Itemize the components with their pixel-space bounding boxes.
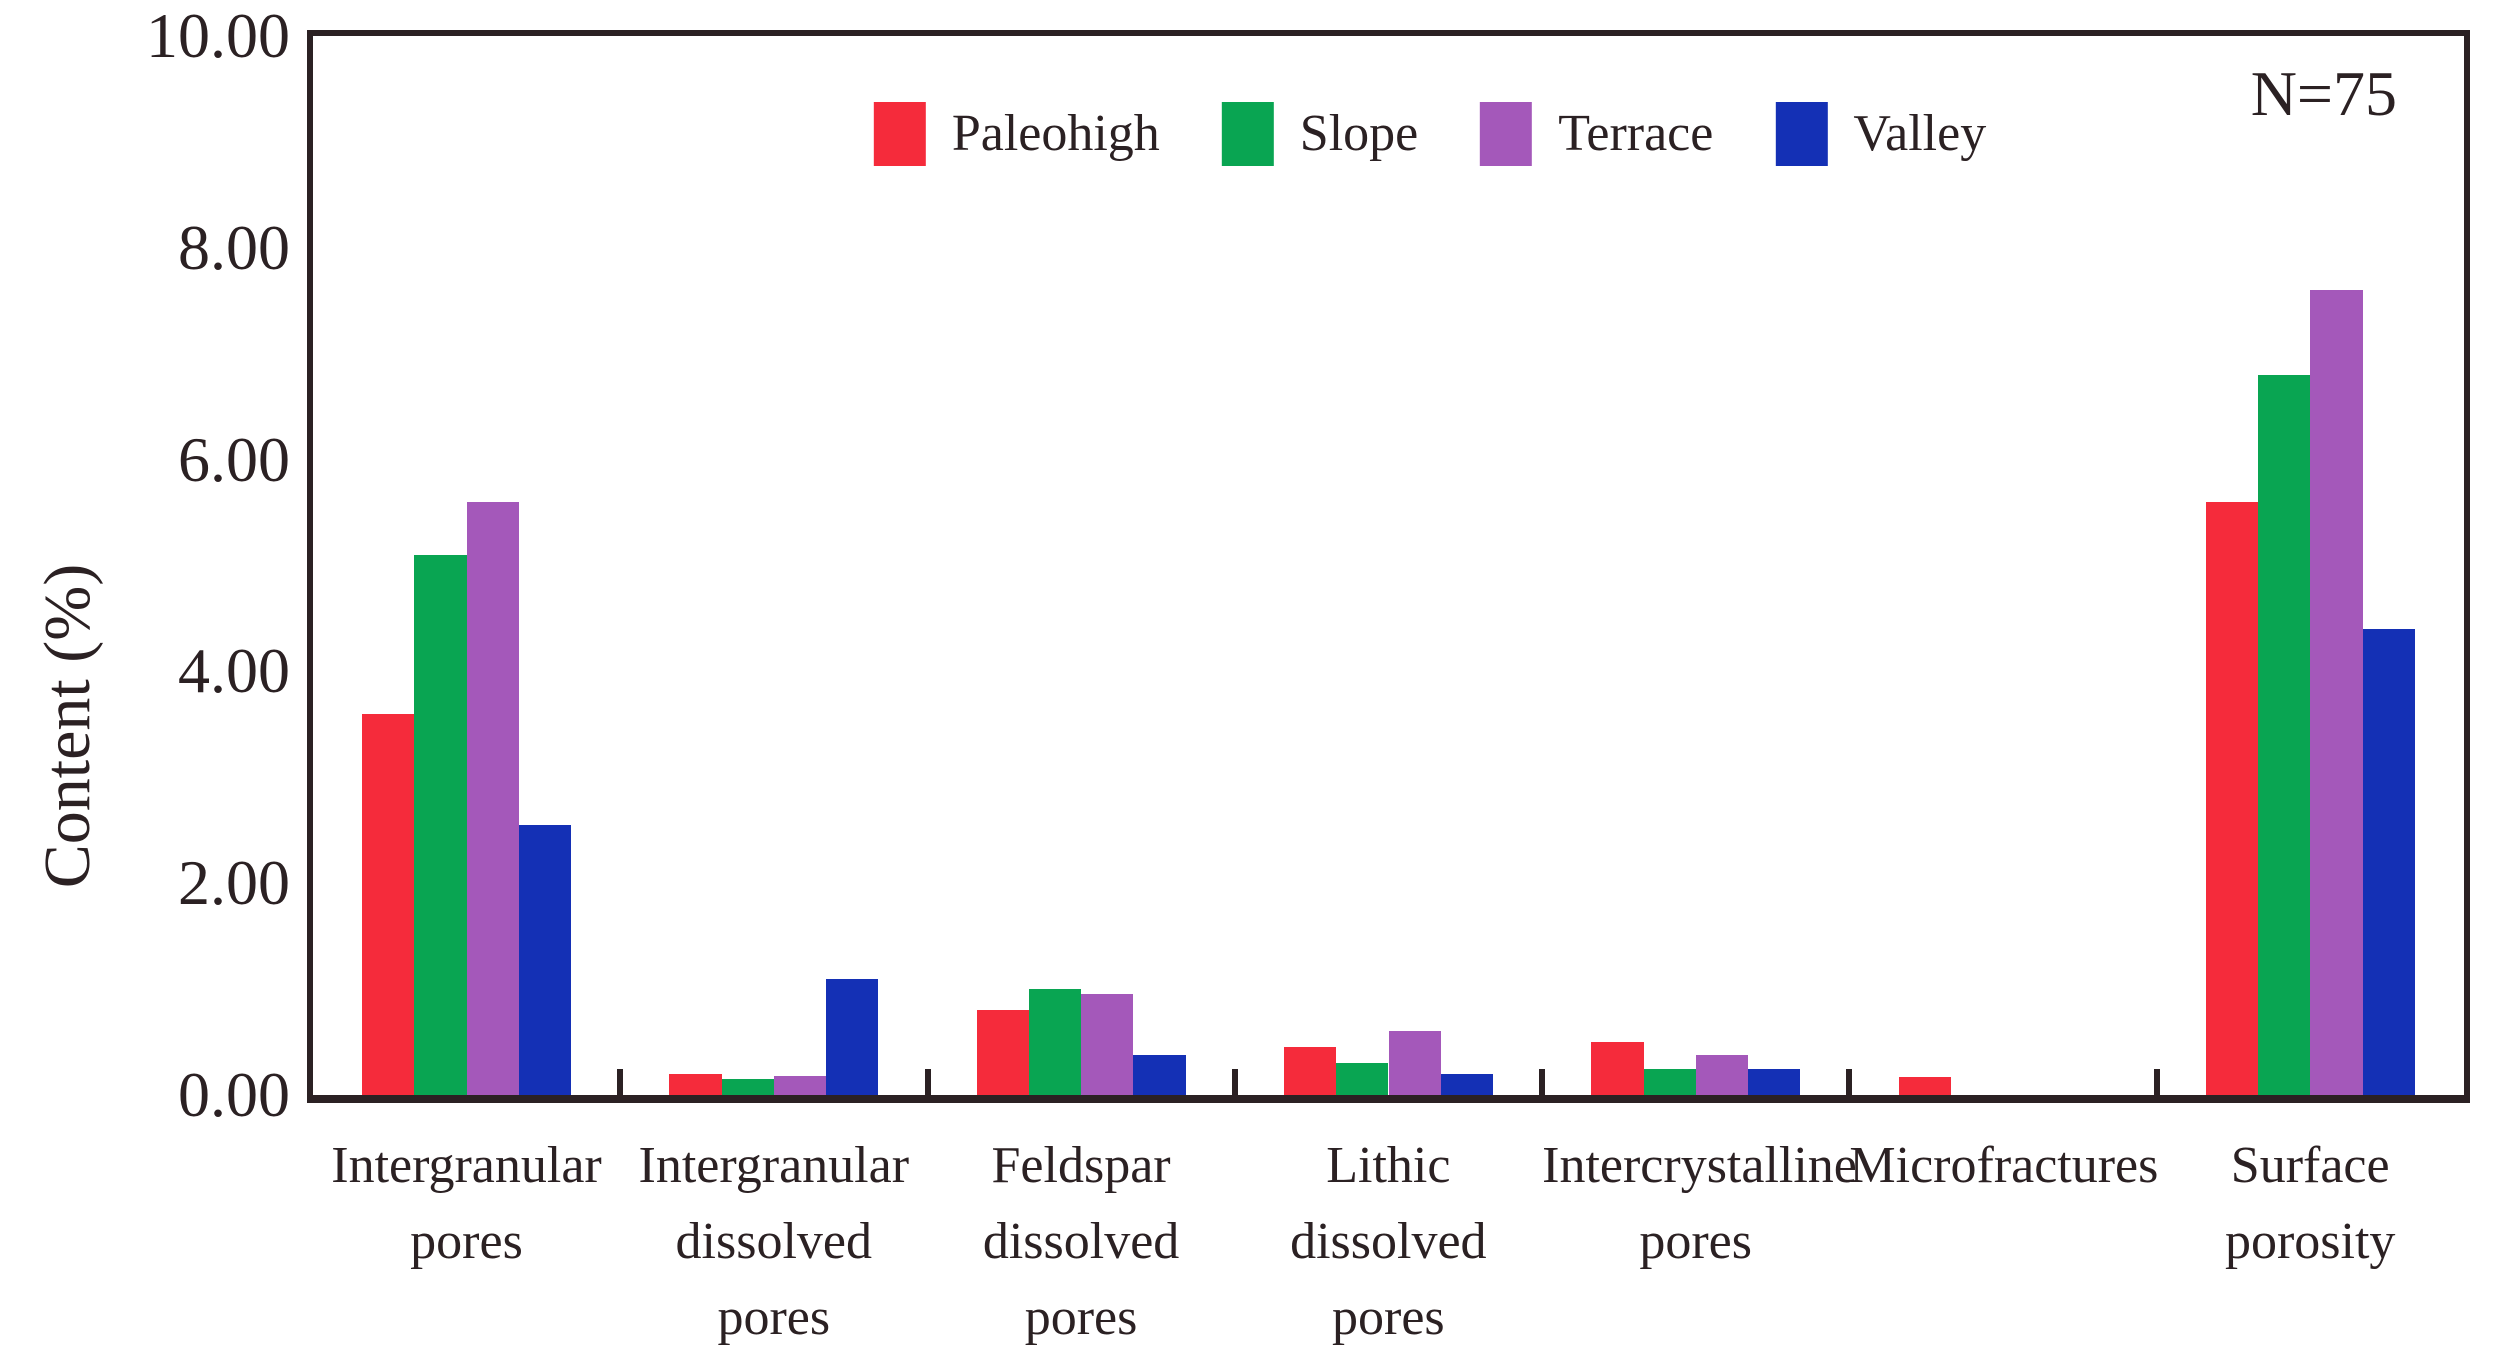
legend-item-paleohigh: Paleohigh xyxy=(873,102,1160,166)
bar-valley-3 xyxy=(1440,1073,1493,1095)
category-label-6: Surface porosity xyxy=(2157,1128,2464,1280)
bar-slope-1 xyxy=(721,1079,774,1095)
bar-terrace-3 xyxy=(1388,1031,1441,1095)
category-label-line: Microfractures xyxy=(1849,1137,2159,1194)
bar-valley-2 xyxy=(1133,1054,1186,1095)
legend-label-valley: Valley xyxy=(1853,105,1987,162)
bar-terrace-0 xyxy=(466,501,519,1095)
legend-item-slope: Slope xyxy=(1221,102,1419,166)
legend-item-valley: Valley xyxy=(1775,102,1986,166)
x-axis-category-labels: Intergranular pores Intergranular dissolved… xyxy=(313,1128,2464,1349)
category-label-line: porosity xyxy=(2224,1213,2396,1270)
category-label-line: Intercrystalline xyxy=(1542,1137,1857,1194)
legend-label-terrace: Terrace xyxy=(1558,105,1714,162)
bar-paleohigh-1 xyxy=(669,1073,722,1095)
y-tick-label-0.00: 0.00 xyxy=(178,1059,290,1130)
bar-valley-4 xyxy=(1748,1068,1801,1095)
category-label-1: Intergranular dissolved pores xyxy=(620,1128,927,1349)
bar-slope-2 xyxy=(1028,989,1082,1095)
bar-valley-1 xyxy=(826,978,879,1095)
x-axis-tick-5 xyxy=(1846,1069,1853,1095)
bar-terrace-6 xyxy=(2310,290,2363,1095)
category-label-line: pores xyxy=(717,1289,831,1346)
legend-swatch-slope xyxy=(1221,102,1274,166)
category-label-line: Intergranular xyxy=(638,1137,910,1194)
bar-paleohigh-2 xyxy=(976,1010,1029,1095)
legend-swatch-terrace xyxy=(1480,102,1533,166)
y-tick-label-8.00: 8.00 xyxy=(178,211,290,283)
category-label-4: Intercrystalline pores xyxy=(1542,1128,1857,1280)
bar-paleohigh-0 xyxy=(362,713,415,1095)
legend-swatch-paleohigh xyxy=(873,102,926,166)
bar-valley-6 xyxy=(2362,629,2415,1095)
bar-paleohigh-6 xyxy=(2205,501,2259,1095)
bar-slope-0 xyxy=(414,554,467,1095)
legend-label-paleohigh: Paleohigh xyxy=(951,105,1160,162)
legend: Paleohigh Slope Terrace Valley xyxy=(873,102,1986,166)
category-label-3: Lithic dissolved pores xyxy=(1235,1128,1542,1349)
category-label-line: Lithic xyxy=(1326,1137,1451,1194)
x-axis-tick-2 xyxy=(924,1069,931,1095)
y-tick-label-10.00: 10.00 xyxy=(146,0,290,71)
x-axis-tick-4 xyxy=(1539,1069,1546,1095)
bar-slope-6 xyxy=(2258,374,2311,1095)
y-tick-label-6.00: 6.00 xyxy=(178,423,290,495)
category-label-line: pores xyxy=(1639,1213,1752,1270)
category-label-line: dissolved xyxy=(1290,1213,1487,1270)
category-label-line: pores xyxy=(1024,1289,1138,1346)
bar-paleohigh-5 xyxy=(1898,1077,1951,1095)
bar-slope-3 xyxy=(1336,1063,1389,1095)
bar-paleohigh-4 xyxy=(1591,1042,1644,1095)
bar-valley-0 xyxy=(518,824,572,1095)
category-label-2: Feldspar dissolved pores xyxy=(928,1128,1235,1349)
y-axis-title: Content (%) xyxy=(31,563,104,889)
category-label-0: Intergranular pores xyxy=(313,1128,620,1280)
x-axis-tick-3 xyxy=(1231,1069,1238,1095)
category-label-line: pores xyxy=(1332,1289,1445,1346)
bar-terrace-4 xyxy=(1695,1054,1749,1095)
category-label-line: Intergranular xyxy=(331,1137,602,1194)
y-tick-label-4.00: 4.00 xyxy=(178,635,290,707)
category-label-line: Surface xyxy=(2230,1137,2390,1194)
bar-terrace-1 xyxy=(773,1075,827,1095)
category-label-line: dissolved xyxy=(675,1213,872,1270)
x-axis-tick-6 xyxy=(2153,1069,2160,1095)
category-label-line: Feldspar xyxy=(991,1137,1171,1194)
sample-size-annotation: N=75 xyxy=(2250,58,2397,129)
legend-swatch-valley xyxy=(1775,102,1828,166)
bar-terrace-2 xyxy=(1081,994,1134,1095)
legend-item-terrace: Terrace xyxy=(1480,102,1713,166)
plot-area xyxy=(307,30,2470,1103)
x-axis-tick-1 xyxy=(617,1069,624,1095)
y-tick-label-2.00: 2.00 xyxy=(178,847,290,919)
bar-paleohigh-3 xyxy=(1284,1047,1337,1095)
category-label-line: pores xyxy=(410,1213,523,1270)
legend-label-slope: Slope xyxy=(1299,105,1419,162)
bar-slope-4 xyxy=(1643,1068,1696,1095)
category-label-5: Microfractures xyxy=(1849,1128,2159,1204)
category-label-line: dissolved xyxy=(982,1213,1180,1270)
